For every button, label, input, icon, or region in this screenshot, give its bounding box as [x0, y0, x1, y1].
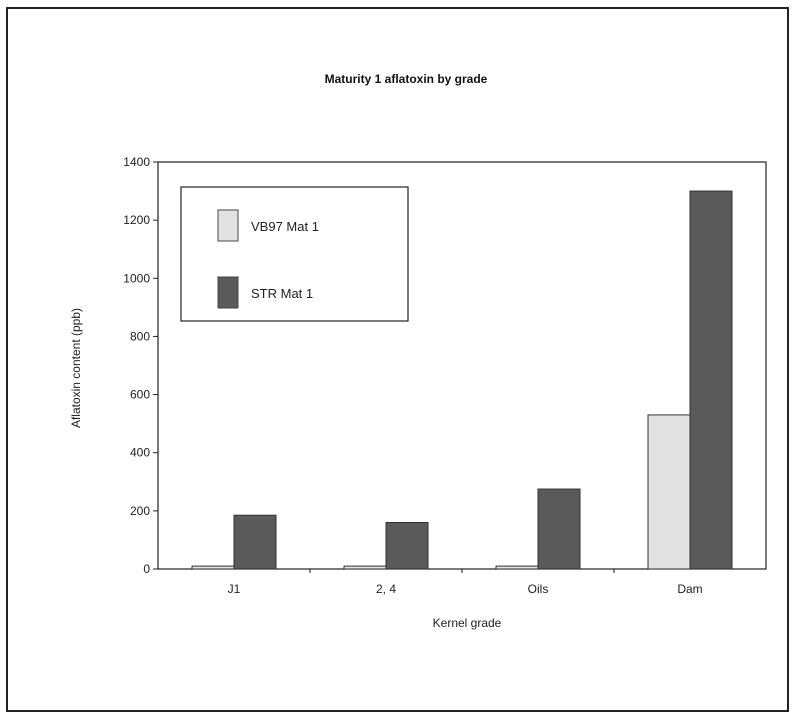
bars-group — [191, 190, 733, 570]
y-tick-label: 1200 — [123, 213, 150, 227]
y-tick-label: 200 — [130, 504, 150, 518]
legend: VB97 Mat 1 STR Mat 1 — [180, 186, 409, 322]
x-tick-label: Oils — [528, 582, 549, 596]
bar-vb97-2 — [495, 565, 539, 570]
y-tick-label: 400 — [130, 446, 150, 460]
x-axis: J1 2, 4 Oils Dam — [228, 569, 703, 596]
legend-box — [180, 186, 409, 322]
chart-title: Maturity 1 aflatoxin by grade — [325, 72, 488, 86]
y-tick-label: 0 — [143, 562, 150, 576]
y-tick-label: 800 — [130, 329, 150, 343]
y-tick-label: 1000 — [123, 271, 150, 285]
x-tick-label: J1 — [228, 582, 241, 596]
y-tick-label: 1400 — [123, 155, 150, 169]
bar-vb97-3 — [647, 414, 691, 570]
y-axis-label: Aflatoxin content (ppb) — [69, 308, 83, 428]
chart-frame — [6, 7, 789, 712]
legend-label-str: STR Mat 1 — [251, 286, 313, 301]
bar-vb97-0 — [191, 565, 235, 570]
bar-str-3 — [689, 190, 733, 570]
x-tick-label: 2, 4 — [376, 582, 396, 596]
x-axis-label: Kernel grade — [433, 616, 502, 630]
legend-label-vb97: VB97 Mat 1 — [251, 219, 319, 234]
legend-swatch-str — [217, 276, 239, 309]
bar-str-0 — [233, 514, 277, 570]
bar-str-1 — [385, 521, 429, 570]
legend-swatch-vb97 — [217, 209, 239, 242]
x-tick-label: Dam — [677, 582, 702, 596]
bar-str-2 — [537, 488, 581, 570]
y-tick-label: 600 — [130, 388, 150, 402]
y-axis: 0 200 400 600 800 1000 1200 1400 — [123, 155, 158, 576]
bar-vb97-1 — [343, 565, 387, 570]
